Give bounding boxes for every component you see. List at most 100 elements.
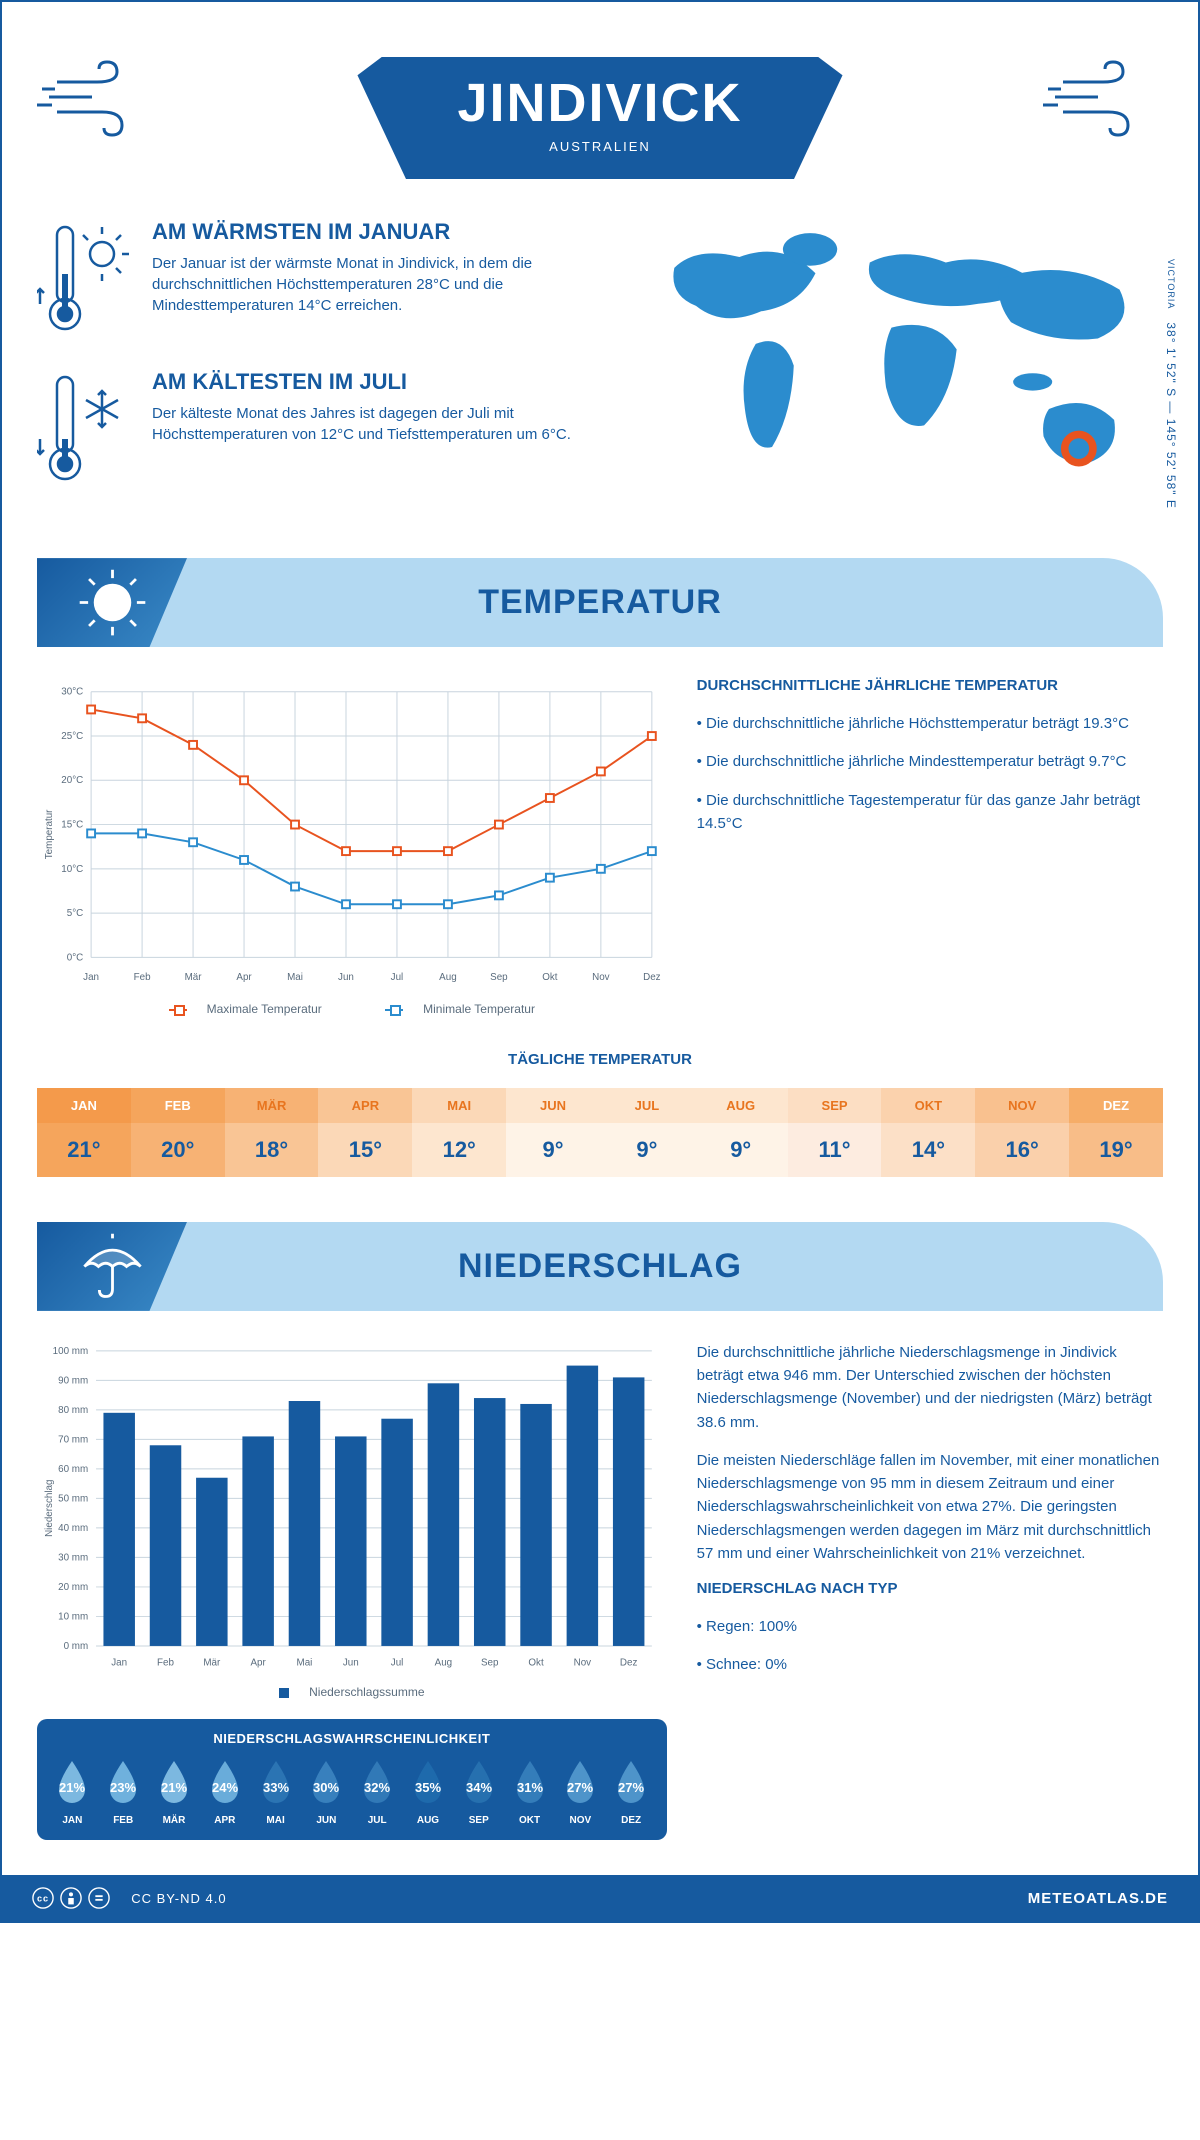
svg-text:Apr: Apr [250,1658,266,1669]
wind-icon [1043,57,1163,137]
daily-temp-heading: TÄGLICHE TEMPERATUR [37,1051,1163,1068]
svg-text:Sep: Sep [490,972,508,983]
svg-text:Temperatur: Temperatur [44,809,55,859]
temp-table-col: SEP 11° [788,1088,882,1177]
world-map [620,219,1163,523]
svg-text:Aug: Aug [435,1658,453,1669]
svg-text:60 mm: 60 mm [58,1464,88,1475]
precip-section-header: NIEDERSCHLAG [37,1222,1163,1311]
daily-temp-table: JAN 21° FEB 20° MÄR 18° APR 15° MAI 12° … [37,1088,1163,1177]
prob-heading: NIEDERSCHLAGSWAHRSCHEINLICHKEIT [47,1731,657,1746]
svg-text:5°C: 5°C [67,908,84,919]
temp-table-col: MAI 12° [412,1088,506,1177]
prob-drop: 21% JAN [53,1758,91,1826]
temp-table-col: DEZ 19° [1069,1088,1163,1177]
temp-bullet: • Die durchschnittliche Tagestemperatur … [697,789,1163,836]
sun-icon [75,565,150,640]
svg-text:100 mm: 100 mm [53,1346,89,1357]
page-header: JINDIVICK AUSTRALIEN [37,37,1163,179]
temp-bullet: • Die durchschnittliche jährliche Höchst… [697,712,1163,735]
svg-text:Nov: Nov [592,972,610,983]
svg-text:Aug: Aug [439,972,457,983]
svg-text:Okt: Okt [542,972,558,983]
svg-text:Mär: Mär [203,1658,221,1669]
svg-text:30%: 30% [313,1780,339,1795]
site-name: METEOATLAS.DE [1028,1890,1168,1907]
svg-text:40 mm: 40 mm [58,1523,88,1534]
coldest-title: AM KÄLTESTEN IM JULI [152,369,580,395]
svg-text:23%: 23% [110,1780,136,1795]
svg-text:27%: 27% [618,1780,644,1795]
umbrella-icon [75,1229,150,1304]
coordinates: VICTORIA 38° 1' 52" S — 145° 52' 58" E [1164,259,1178,509]
thermometer-sun-icon [37,219,132,339]
svg-text:34%: 34% [466,1780,492,1795]
thermometer-snow-icon [37,369,132,489]
warmest-block: AM WÄRMSTEN IM JANUAR Der Januar ist der… [37,219,580,339]
precip-type: • Schnee: 0% [697,1653,1163,1676]
temp-text-heading: DURCHSCHNITTLICHE JÄHRLICHE TEMPERATUR [697,677,1163,694]
probability-box: NIEDERSCHLAGSWAHRSCHEINLICHKEIT 21% JAN … [37,1719,667,1840]
prob-drop: 27% NOV [561,1758,599,1826]
temperature-line-chart: 0°C5°C10°C15°C20°C25°C30°CJanFebMärAprMa… [37,677,667,992]
prob-drop: 34% SEP [460,1758,498,1826]
coldest-block: AM KÄLTESTEN IM JULI Der kälteste Monat … [37,369,580,489]
warmest-text: Der Januar ist der wärmste Monat in Jind… [152,253,580,316]
svg-text:21%: 21% [59,1780,85,1795]
svg-text:31%: 31% [517,1780,543,1795]
svg-text:35%: 35% [415,1780,441,1795]
temperature-section-header: TEMPERATUR [37,558,1163,647]
precip-legend: Niederschlagssumme [37,1685,667,1699]
prob-drop: 21% MÄR [155,1758,193,1826]
svg-text:27%: 27% [567,1780,593,1795]
city-title: JINDIVICK [457,72,742,134]
temp-table-col: MÄR 18° [225,1088,319,1177]
svg-text:80 mm: 80 mm [58,1405,88,1416]
temp-table-col: FEB 20° [131,1088,225,1177]
cc-icon: cc [32,1887,54,1909]
nd-icon [88,1887,110,1909]
svg-text:Feb: Feb [134,972,151,983]
svg-text:90 mm: 90 mm [58,1375,88,1386]
precip-type-heading: NIEDERSCHLAG NACH TYP [697,1580,1163,1597]
coldest-text: Der kälteste Monat des Jahres ist dagege… [152,403,580,445]
warmest-title: AM WÄRMSTEN IM JANUAR [152,219,580,245]
svg-text:10 mm: 10 mm [58,1611,88,1622]
prob-drop: 33% MAI [257,1758,295,1826]
svg-text:Mär: Mär [185,972,203,983]
temp-table-col: JUL 9° [600,1088,694,1177]
svg-text:70 mm: 70 mm [58,1434,88,1445]
svg-text:0 mm: 0 mm [64,1641,89,1652]
svg-text:30°C: 30°C [61,687,83,698]
svg-text:Sep: Sep [481,1658,499,1669]
intro-row: AM WÄRMSTEN IM JANUAR Der Januar ist der… [37,219,1163,528]
page-footer: cc CC BY-ND 4.0 METEOATLAS.DE [2,1875,1198,1921]
temp-table-col: OKT 14° [881,1088,975,1177]
svg-text:24%: 24% [212,1780,238,1795]
svg-text:Feb: Feb [157,1658,174,1669]
country-subtitle: AUSTRALIEN [457,139,742,154]
temp-table-col: AUG 9° [694,1088,788,1177]
prob-drop: 27% DEZ [612,1758,650,1826]
precip-type: • Regen: 100% [697,1615,1163,1638]
license: cc CC BY-ND 4.0 [32,1887,227,1909]
svg-text:10°C: 10°C [61,864,83,875]
svg-text:Jun: Jun [343,1658,359,1669]
prob-drop: 23% FEB [104,1758,142,1826]
svg-text:20°C: 20°C [61,775,83,786]
svg-text:0°C: 0°C [67,952,84,963]
precip-bar-chart: 0 mm10 mm20 mm30 mm40 mm50 mm60 mm70 mm8… [37,1341,667,1675]
svg-text:15°C: 15°C [61,820,83,831]
svg-text:32%: 32% [364,1780,390,1795]
svg-text:Jan: Jan [83,972,99,983]
svg-text:Apr: Apr [236,972,252,983]
wind-icon [37,57,157,137]
svg-text:Dez: Dez [620,1658,638,1669]
prob-drop: 24% APR [206,1758,244,1826]
svg-text:Mai: Mai [297,1658,313,1669]
temperature-heading: TEMPERATUR [37,583,1163,622]
svg-text:50 mm: 50 mm [58,1493,88,1504]
svg-text:Okt: Okt [528,1658,544,1669]
svg-text:Mai: Mai [287,972,303,983]
precip-heading: NIEDERSCHLAG [37,1247,1163,1286]
